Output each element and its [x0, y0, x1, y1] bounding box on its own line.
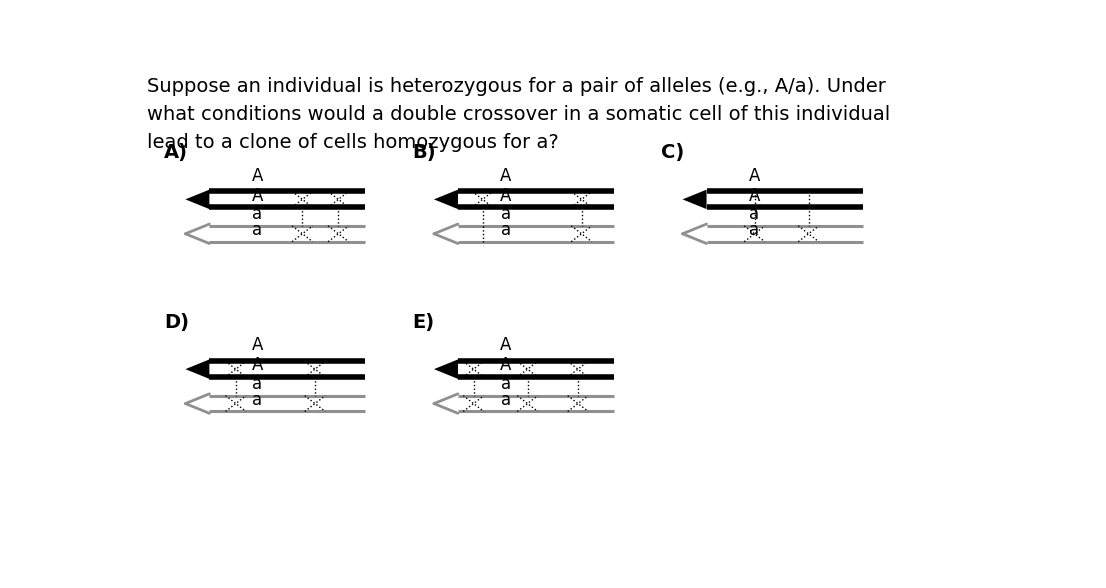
Text: B): B): [413, 143, 436, 162]
Text: C): C): [661, 143, 685, 162]
Text: a: a: [750, 221, 760, 239]
Text: A: A: [252, 186, 263, 205]
Text: a: a: [252, 221, 262, 239]
Polygon shape: [434, 359, 458, 379]
Text: a: a: [252, 205, 262, 223]
Text: a: a: [501, 221, 511, 239]
Text: A: A: [252, 356, 263, 375]
Text: A: A: [252, 336, 263, 355]
Text: A: A: [500, 186, 512, 205]
Text: A: A: [749, 186, 760, 205]
Text: A: A: [749, 166, 760, 185]
Text: a: a: [252, 375, 262, 393]
Text: A: A: [500, 356, 512, 375]
Text: E): E): [413, 313, 435, 332]
Text: a: a: [501, 205, 511, 223]
Text: Suppose an individual is heterozygous for a pair of alleles (e.g., A/a). Under
w: Suppose an individual is heterozygous fo…: [147, 78, 890, 152]
Text: A): A): [164, 143, 188, 162]
Polygon shape: [186, 359, 209, 379]
Text: A: A: [500, 166, 512, 185]
Text: a: a: [501, 375, 511, 393]
Text: a: a: [252, 391, 262, 409]
Polygon shape: [682, 190, 707, 209]
Polygon shape: [434, 190, 458, 209]
Text: a: a: [501, 391, 511, 409]
Text: A: A: [500, 336, 512, 355]
Polygon shape: [186, 190, 209, 209]
Text: D): D): [164, 313, 189, 332]
Text: a: a: [750, 205, 760, 223]
Text: A: A: [252, 166, 263, 185]
